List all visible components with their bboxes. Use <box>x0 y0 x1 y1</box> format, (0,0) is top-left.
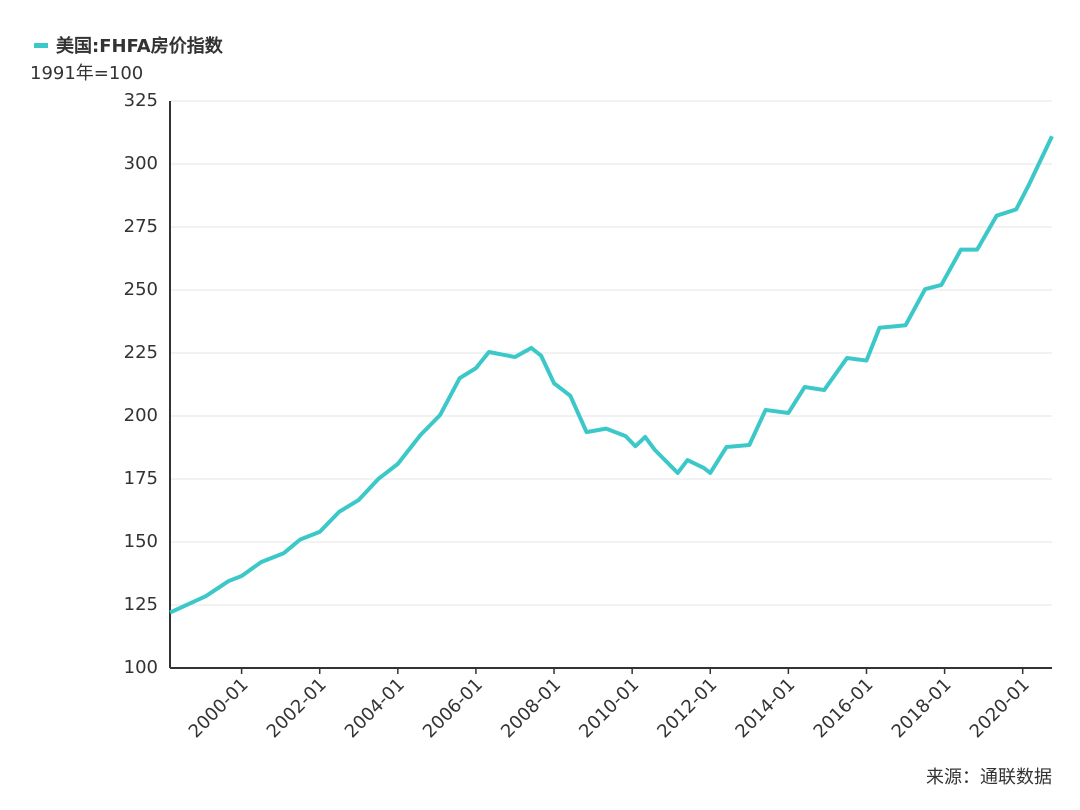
y-tick-label: 325 <box>124 90 158 111</box>
x-tick-label: 2014-01 <box>731 674 799 742</box>
legend-swatch <box>34 43 48 48</box>
y-tick-label: 300 <box>124 153 158 174</box>
line-series <box>169 135 1054 615</box>
source: 来源：通联数据 <box>926 767 1052 788</box>
unit-label: 1991年=100 <box>30 63 143 84</box>
x-tick-label: 2002-01 <box>263 674 331 742</box>
x-tick-label: 2000-01 <box>185 674 253 742</box>
x-tick-label: 2012-01 <box>653 674 721 742</box>
x-tick-label: 2010-01 <box>575 674 643 742</box>
y-tick-label: 175 <box>124 468 158 489</box>
y-tick-label: 200 <box>124 405 158 426</box>
y-tick-label: 125 <box>124 594 158 615</box>
y-tick-label: 225 <box>124 342 158 363</box>
y-tick-label: 100 <box>124 657 158 678</box>
x-tick-label: 2016-01 <box>810 674 878 742</box>
x-tick-label: 2004-01 <box>341 674 409 742</box>
y-tick-label: 150 <box>124 531 158 552</box>
x-tick-label: 2018-01 <box>888 674 956 742</box>
x-tick-label: 2006-01 <box>419 674 487 742</box>
x-tick-label: 2008-01 <box>497 674 565 742</box>
y-tick-label: 275 <box>124 216 158 237</box>
x-tick-label: 2020-01 <box>966 674 1034 742</box>
y-tick-label: 250 <box>124 279 158 300</box>
legend-label: 美国:FHFA房价指数 <box>56 35 224 57</box>
